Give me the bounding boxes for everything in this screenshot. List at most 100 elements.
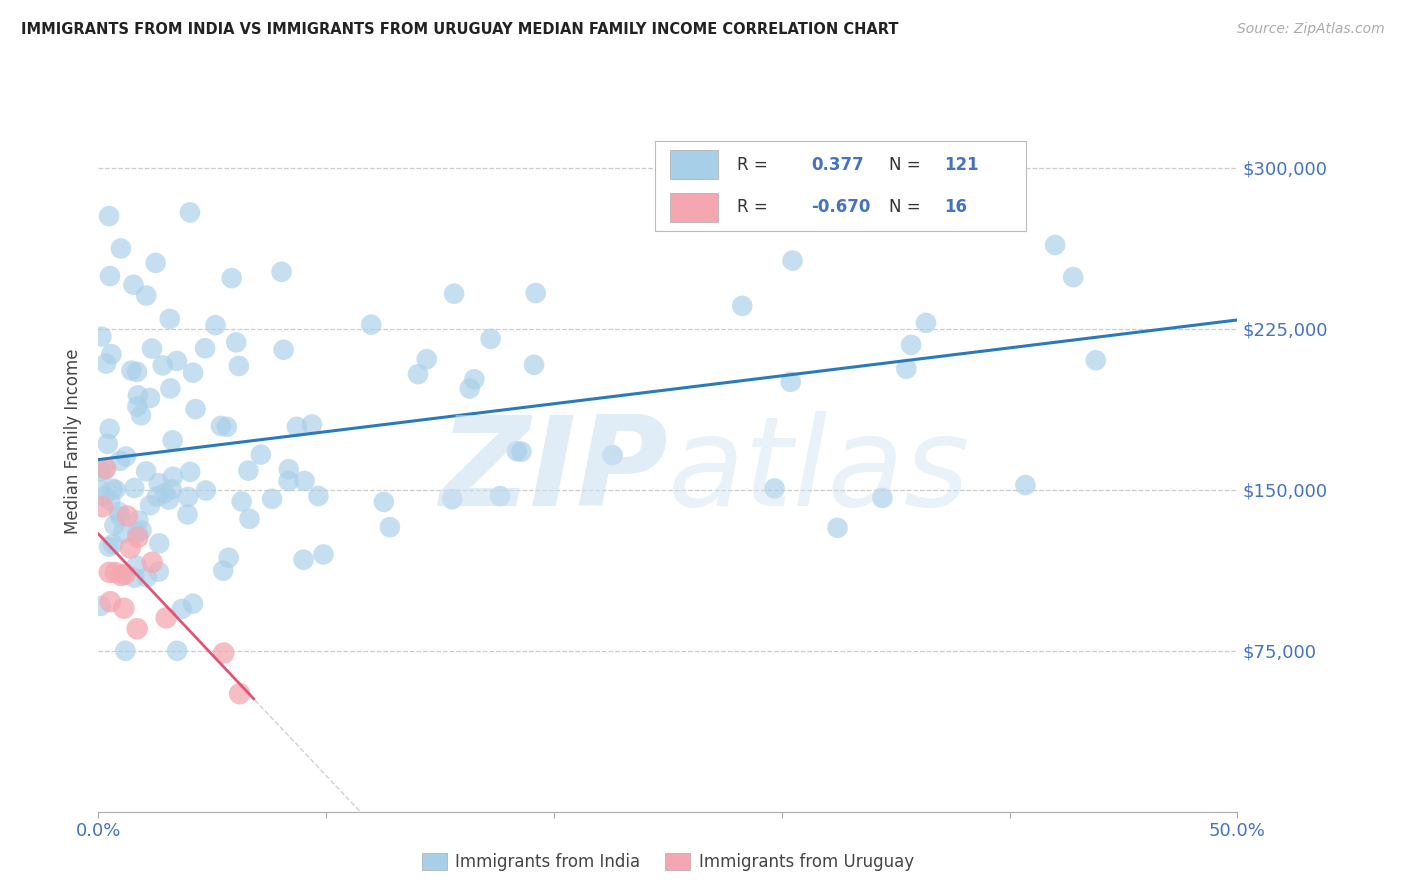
Point: [107, 505, 129, 519]
Point: [285, 420, 308, 434]
Point: [127, 530, 149, 544]
Point: [277, 462, 299, 476]
Point: [141, 342, 163, 356]
Point: [148, 565, 170, 579]
Text: 16: 16: [945, 198, 967, 217]
Point: [194, 341, 217, 355]
Text: atlas: atlas: [668, 410, 970, 532]
Point: [209, 419, 232, 434]
Point: [93, 489, 115, 503]
Point: [91, 500, 114, 514]
Point: [127, 622, 149, 636]
Point: [97, 540, 120, 554]
Point: [115, 450, 138, 464]
Point: [129, 409, 152, 423]
Point: [181, 597, 204, 611]
Point: [139, 498, 162, 512]
Point: [378, 520, 401, 534]
Point: [1084, 353, 1107, 368]
Bar: [671, 151, 718, 179]
Point: [273, 343, 295, 357]
Text: N =: N =: [889, 155, 920, 174]
Point: [101, 482, 124, 496]
Point: [98, 595, 121, 609]
Text: R =: R =: [737, 198, 768, 217]
Point: [441, 492, 464, 507]
Point: [218, 550, 240, 565]
Point: [602, 448, 624, 462]
Point: [127, 525, 149, 540]
Point: [141, 555, 163, 569]
Point: [157, 492, 180, 507]
Point: [98, 566, 121, 580]
Point: [416, 352, 439, 367]
Point: [152, 359, 174, 373]
Point: [131, 524, 153, 538]
Point: [228, 359, 250, 373]
Point: [110, 242, 132, 256]
Point: [231, 494, 253, 508]
Point: [104, 566, 127, 580]
Point: [159, 381, 181, 395]
Point: [90, 599, 112, 613]
Point: [110, 568, 132, 582]
Point: [155, 611, 177, 625]
Point: [872, 491, 894, 505]
Point: [524, 286, 547, 301]
Point: [212, 646, 235, 660]
Point: [443, 286, 465, 301]
Point: [270, 265, 292, 279]
Point: [127, 513, 149, 527]
Point: [166, 644, 188, 658]
Point: [162, 469, 184, 483]
Point: [194, 483, 217, 498]
Point: [94, 357, 117, 371]
Point: [145, 256, 167, 270]
Text: -0.670: -0.670: [811, 198, 870, 217]
Point: [250, 448, 273, 462]
Point: [900, 338, 922, 352]
Point: [135, 464, 157, 478]
Point: [458, 382, 481, 396]
Point: [292, 552, 315, 566]
Point: [1043, 238, 1066, 252]
Point: [177, 490, 200, 504]
Bar: [671, 194, 718, 222]
Point: [120, 541, 142, 555]
Point: [127, 388, 149, 402]
Point: [90, 483, 112, 497]
Point: [763, 482, 786, 496]
Point: [90, 465, 112, 479]
Point: [406, 367, 429, 381]
Point: [238, 464, 260, 478]
Point: [114, 644, 136, 658]
Point: [97, 437, 120, 451]
Point: [148, 476, 170, 491]
Point: [489, 489, 512, 503]
Point: [125, 365, 148, 379]
Point: [360, 318, 382, 332]
Point: [90, 329, 112, 343]
Point: [112, 525, 135, 540]
Point: [373, 495, 395, 509]
Point: [294, 474, 316, 488]
Point: [127, 400, 149, 414]
Point: [148, 536, 170, 550]
Point: [176, 508, 198, 522]
Point: [139, 391, 162, 405]
Point: [153, 486, 176, 500]
Point: [312, 548, 335, 562]
Point: [98, 269, 121, 284]
Point: [166, 354, 188, 368]
Point: [98, 422, 121, 436]
Point: [301, 417, 323, 432]
Point: [782, 253, 804, 268]
Point: [103, 518, 125, 533]
Point: [125, 558, 148, 573]
Point: [108, 509, 131, 524]
Point: [159, 312, 181, 326]
Point: [98, 209, 121, 223]
Point: [827, 521, 849, 535]
Legend: Immigrants from India, Immigrants from Uruguay: Immigrants from India, Immigrants from U…: [415, 846, 921, 878]
Point: [135, 288, 157, 302]
